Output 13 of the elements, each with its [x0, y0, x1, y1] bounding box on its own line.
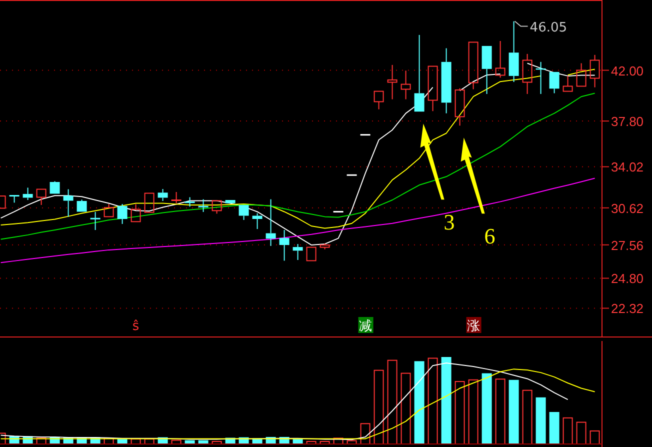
annotation: 减 [358, 319, 372, 334]
y-tick-label: 37.80 [611, 114, 644, 130]
annotation: 涨 [466, 319, 480, 334]
annotation: ŝ [132, 319, 140, 334]
y-tick-label: 30.62 [611, 200, 644, 216]
y-tick-label: 42.00 [611, 63, 644, 78]
y-tick-label: 22.32 [611, 301, 644, 316]
y-tick-label: 27.56 [611, 238, 644, 253]
annotation: 6 [484, 224, 496, 249]
y-tick-label: 34.02 [611, 160, 644, 175]
annotation: 46.05 [530, 20, 568, 36]
y-tick-label: 24.80 [611, 271, 644, 286]
annotation: 3 [444, 210, 455, 235]
